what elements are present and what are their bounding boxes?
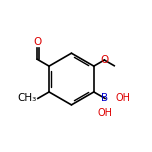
- Text: CH₃: CH₃: [18, 93, 37, 103]
- Text: OH: OH: [97, 108, 112, 118]
- Text: B: B: [101, 93, 109, 103]
- Text: O: O: [100, 55, 109, 65]
- Text: O: O: [33, 37, 41, 47]
- Text: OH: OH: [115, 93, 130, 103]
